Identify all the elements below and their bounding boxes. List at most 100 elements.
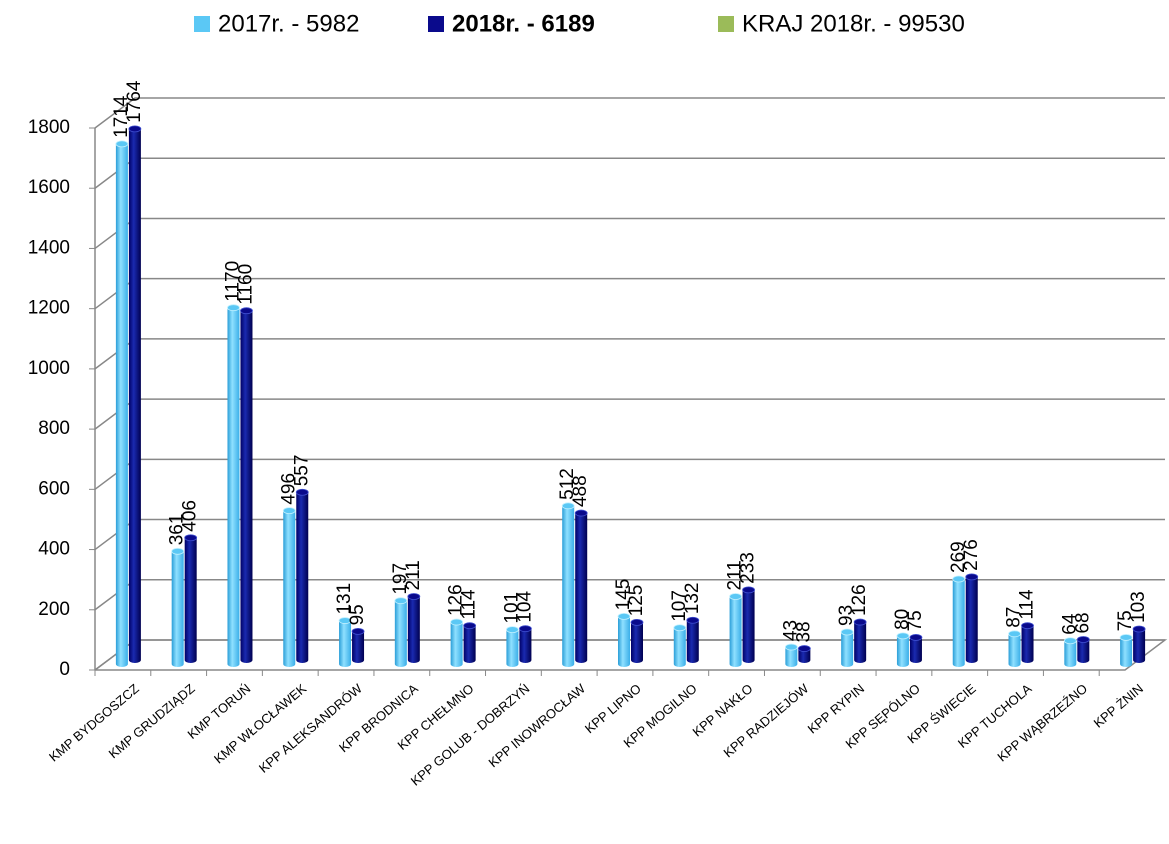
value-label: 496 [278,473,299,505]
bar [840,628,854,667]
value-label: 75 [1115,610,1136,631]
bar [729,593,742,667]
bar-cap [561,502,575,510]
bar [896,632,910,667]
bar-cap [506,626,519,633]
grid-line [94,518,1165,551]
bar-cap [240,307,253,315]
value-label: 132 [682,583,703,615]
bar-cap [729,593,742,600]
bar-cap [407,593,421,600]
bar-cap [351,627,365,635]
bar [686,616,700,663]
value-label: 361 [167,514,188,546]
bar-cap [742,586,755,594]
x-tick-label: KMP WŁOCŁAWEK [211,681,309,767]
value-label: 269 [948,541,969,573]
bar [282,507,296,667]
y-tick-label: 1400 [28,237,70,258]
y-tick-label: 1800 [28,117,70,138]
bar [240,307,253,663]
bar-body [463,625,476,663]
bars: 1714176436140611701160496557131951972111… [111,80,1149,667]
bar-cap [171,547,185,555]
bar [338,617,352,667]
bar-body [1021,625,1034,663]
y-tick-label: 0 [59,659,70,680]
bar-body [339,620,352,667]
value-label: 126 [849,584,870,616]
bar [742,586,755,663]
bar-body [798,648,811,663]
x-tick-label: KPP ŻNIN [1091,681,1146,731]
legend-label: 2017r. - 5982 [218,10,359,37]
bar-cap [909,634,923,641]
value-label: 211 [403,560,424,590]
bar [519,625,532,663]
bar [407,593,421,663]
value-label: 43 [780,620,801,641]
bar [965,573,979,663]
x-tick-label: KMP BYDGOSZCZ [46,681,142,765]
bar [506,626,519,667]
bar-cap [1021,622,1034,630]
y-tick-label: 1000 [28,358,70,379]
y-tick-label: 1600 [28,177,70,198]
bar-cap [784,643,798,651]
bar-body [965,576,978,663]
bar-body [686,620,699,663]
value-label: 406 [180,500,201,532]
legend: 2017r. - 5982 2018r. - 6189 KRAJ 2018r. - … [194,10,965,37]
bar-cap [282,507,296,515]
value-label: 1714 [111,95,132,138]
value-label: 276 [961,539,982,571]
value-label: 1764 [124,80,145,123]
bar-cap [673,624,687,632]
bar [394,597,408,667]
bar-body [1064,640,1077,667]
value-label: 114 [459,589,480,620]
bar-cap [630,618,644,626]
value-label: 145 [613,579,634,611]
x-tick-label: KPP ALEKSANDRÓW [256,680,366,775]
legend-swatch [194,16,210,32]
bar-body [115,143,128,667]
value-label: 101 [501,592,522,624]
bar [1008,630,1021,667]
bar-cap [965,573,979,581]
bar [952,575,966,667]
bar [797,645,811,663]
bar [617,612,631,667]
value-label: 95 [347,604,368,625]
bar-body [562,505,575,667]
bar-body [909,637,922,663]
value-label: 125 [626,585,647,617]
bar-cap [184,534,198,542]
bar-body [519,628,532,663]
bar-cap [952,575,966,583]
bar-body [1077,639,1090,663]
bar-cap [617,612,631,620]
bar-body [854,622,867,663]
bar [295,488,309,663]
bar-cap [115,140,129,148]
bar [1021,622,1034,663]
value-label: 114 [1017,589,1038,620]
bar-cap [394,597,408,605]
bar-body [296,492,309,663]
y-tick-label: 200 [38,599,70,620]
bar-body [896,635,909,667]
bar-cap [896,632,910,640]
bar [227,304,240,667]
bar-body [227,307,240,667]
y-tick-label: 600 [38,478,70,499]
grid-line [94,217,1165,250]
bar-body [394,600,407,667]
value-label: 233 [738,552,759,584]
bar-body [407,596,420,663]
x-tick-label: KPP INOWROCŁAW [486,680,589,770]
value-label: 512 [557,468,578,500]
grid-line [94,97,1165,129]
value-label: 103 [1128,591,1149,623]
bar-body [171,551,184,667]
